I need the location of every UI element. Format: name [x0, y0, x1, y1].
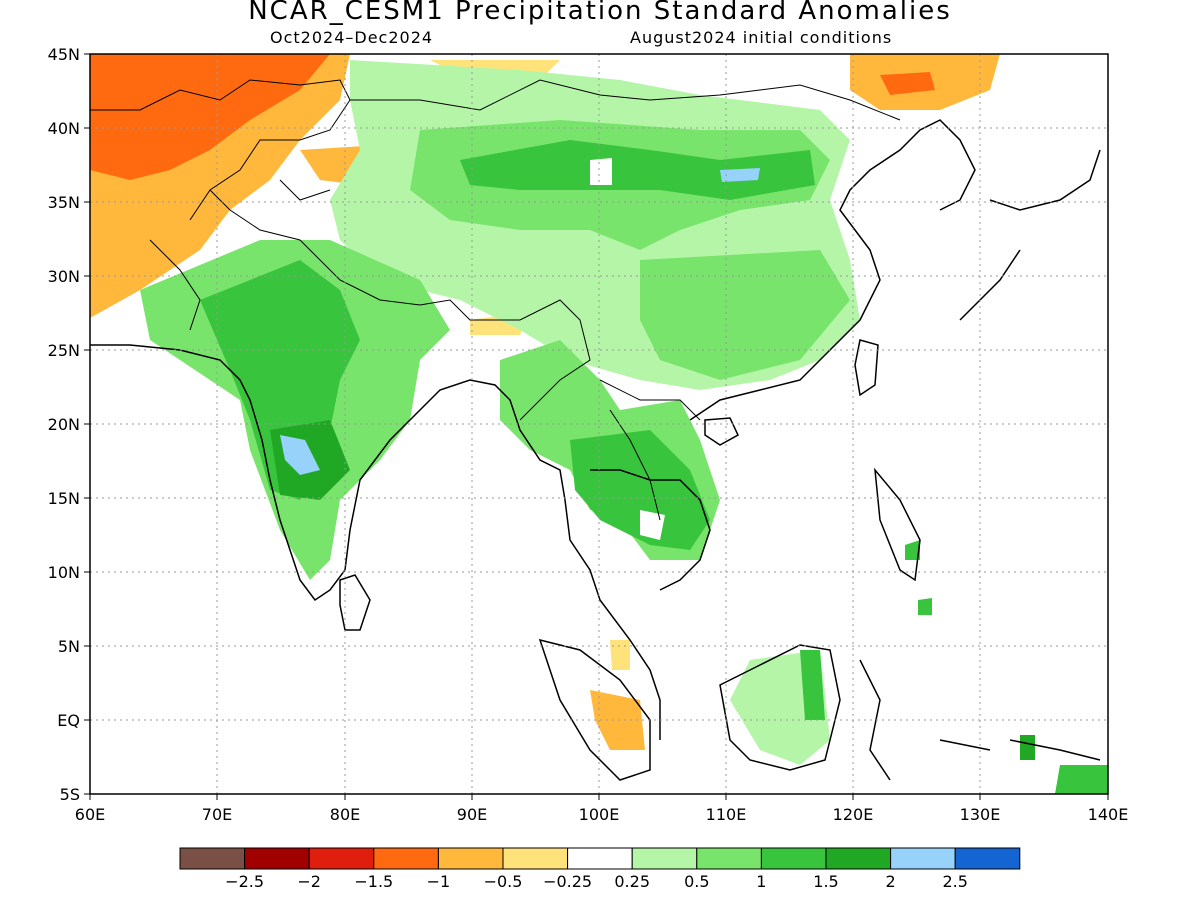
lat-label: 5S: [60, 785, 80, 804]
legend-tick-label: −2.5: [225, 872, 264, 891]
lat-label: 20N: [48, 415, 80, 434]
legend-tick-label: 1.5: [813, 872, 838, 891]
lon-label: 130E: [960, 805, 1001, 824]
legend-color-box: [567, 847, 633, 870]
anomaly-shading: [90, 54, 1108, 794]
legend-color-box: [244, 847, 310, 870]
coastlines: [90, 119, 1101, 781]
legend-tick-labels: −2.5 −2 −1.5 −1 −0.5 −0.25 0.25 0.5 1 1.5 2 2.5: [225, 872, 968, 891]
lon-label: 110E: [706, 805, 747, 824]
lat-label: 25N: [48, 341, 80, 360]
lon-label: 70E: [202, 805, 232, 824]
lat-label: 15N: [48, 489, 80, 508]
legend-tick-label: 0.25: [614, 872, 650, 891]
map-title: NCAR_CESM1 Precipitation Standard Anomal…: [248, 0, 952, 26]
lon-label: 100E: [579, 805, 620, 824]
legend-tick-label: −1.5: [354, 872, 393, 891]
forecast-period: Oct2024–Dec2024: [270, 28, 434, 47]
lat-label: 45N: [48, 45, 80, 64]
legend-color-box: [696, 847, 762, 870]
lon-label: 140E: [1088, 805, 1129, 824]
lon-label: 60E: [75, 805, 105, 824]
gridlines: [90, 54, 1108, 794]
legend-color-box: [373, 847, 439, 870]
lat-label: 5N: [58, 637, 80, 656]
legend-tick-label: −0.25: [543, 872, 592, 891]
lat-label: 35N: [48, 193, 80, 212]
lat-label: 40N: [48, 119, 80, 138]
legend-color-box: [890, 847, 956, 870]
legend-tick-label: −0.5: [484, 872, 523, 891]
legend-tick-label: 0.5: [684, 872, 709, 891]
lat-label: 30N: [48, 267, 80, 286]
initial-conditions: August2024 initial conditions: [630, 28, 893, 47]
axis-ticks: [84, 53, 1109, 800]
longitude-labels: 60E 70E 80E 90E 100E 110E 120E 130E 140E: [75, 805, 1129, 824]
legend-tick-label: −1: [427, 872, 451, 891]
color-legend: −2.5 −2 −1.5 −1 −0.5 −0.25 0.25 0.5 1 1.5 2 2.5: [179, 847, 1021, 891]
legend-color-box: [631, 847, 698, 870]
legend-color-box: [502, 847, 569, 870]
legend-tick-label: 2: [886, 872, 896, 891]
legend-color-boxes: [179, 847, 1021, 870]
legend-color-box: [437, 847, 504, 870]
lat-label: 10N: [48, 563, 80, 582]
lon-label: 120E: [833, 805, 874, 824]
lon-label: 90E: [457, 805, 487, 824]
legend-color-box: [954, 847, 1021, 870]
legend-color-box: [760, 847, 827, 870]
legend-color-box: [308, 847, 375, 870]
legend-color-box: [179, 847, 246, 870]
latitude-labels: 45N 40N 35N 30N 25N 20N 15N 10N 5N EQ 5S: [48, 45, 80, 804]
legend-tick-label: −2: [297, 872, 321, 891]
legend-tick-label: 1: [756, 872, 766, 891]
legend-tick-label: 2.5: [942, 872, 967, 891]
lat-label: EQ: [57, 711, 80, 730]
lon-label: 80E: [330, 805, 360, 824]
legend-color-box: [825, 847, 892, 870]
